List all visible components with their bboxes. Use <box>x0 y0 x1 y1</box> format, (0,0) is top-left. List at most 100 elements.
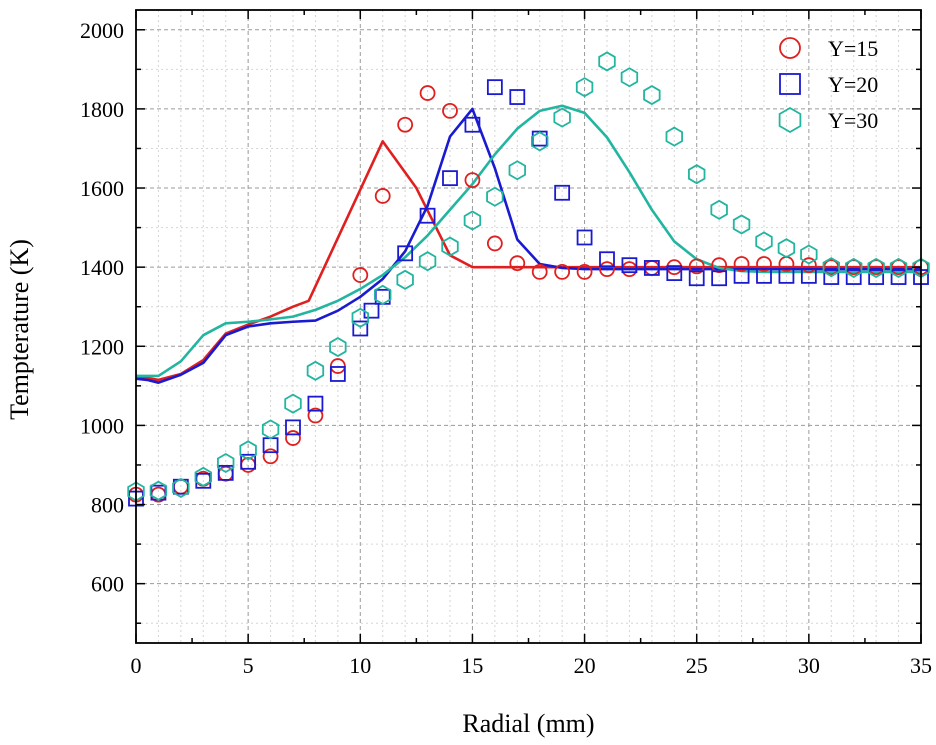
data-point-2 <box>868 269 885 285</box>
data-point-2 <box>845 269 862 285</box>
y-tick-label: 1600 <box>80 176 124 201</box>
data-point-2 <box>509 89 526 105</box>
data-point-1 <box>509 255 526 272</box>
y-tick-label: 800 <box>91 493 124 518</box>
data-point-3 <box>710 199 728 220</box>
y-tick-label: 1800 <box>80 97 124 122</box>
data-point-3 <box>598 51 616 72</box>
legend-label-2: Y=20 <box>828 72 878 97</box>
data-point-2 <box>285 419 301 436</box>
data-point-1 <box>688 258 705 275</box>
data-point-2 <box>442 170 458 187</box>
data-point-2 <box>823 269 840 285</box>
data-point-2 <box>599 251 615 268</box>
x-tick-label: 35 <box>910 653 932 678</box>
data-point-1 <box>711 257 728 274</box>
data-point-2 <box>778 267 795 284</box>
legend-label-1: Y=15 <box>828 36 878 61</box>
data-point-3 <box>845 257 863 278</box>
data-point-2 <box>486 79 503 96</box>
y-tick-label: 600 <box>91 572 124 597</box>
data-point-3 <box>463 210 482 231</box>
data-point-2 <box>890 269 907 285</box>
data-point-3 <box>620 67 639 88</box>
data-point-3 <box>575 77 594 98</box>
data-point-3 <box>261 419 280 440</box>
minor-grid <box>136 10 921 643</box>
data-point-1 <box>599 261 615 278</box>
data-point-3 <box>351 307 369 328</box>
data-point-3 <box>374 284 392 305</box>
data-point-2 <box>240 453 257 470</box>
data-point-1 <box>554 264 571 280</box>
data-point-3 <box>553 107 571 128</box>
y-tick-labels: 600 800 1000 1200 1400 1600 1800 2000 <box>80 18 124 597</box>
data-point-2 <box>531 130 548 147</box>
data-point-1 <box>307 407 324 424</box>
series-markers <box>127 51 930 507</box>
data-point-2 <box>419 207 436 224</box>
data-point-3 <box>306 360 325 381</box>
legend-label-3: Y=30 <box>828 108 878 133</box>
data-point-3 <box>194 466 212 487</box>
data-point-1 <box>374 188 391 204</box>
legend: Y=15 Y=20 Y=30 <box>778 36 878 134</box>
data-point-1 <box>262 448 279 465</box>
data-point-2 <box>688 270 705 287</box>
data-point-2 <box>621 257 638 274</box>
data-point-3 <box>665 126 683 147</box>
data-point-2 <box>363 302 380 319</box>
x-tick-label: 20 <box>574 653 596 678</box>
data-point-3 <box>284 393 302 414</box>
data-point-2 <box>554 184 571 201</box>
data-point-3 <box>889 257 908 278</box>
data-point-2 <box>352 320 369 337</box>
data-point-3 <box>531 131 549 152</box>
data-point-2 <box>329 366 346 382</box>
data-point-3 <box>822 257 840 278</box>
data-point-1 <box>733 256 750 272</box>
data-point-3 <box>867 257 885 278</box>
x-tick-label: 30 <box>798 653 820 678</box>
data-point-1 <box>419 85 436 101</box>
data-point-3 <box>172 477 190 498</box>
data-point-3 <box>800 244 818 265</box>
y-tick-label: 1400 <box>80 255 124 280</box>
series-line-2 <box>135 107 921 384</box>
data-point-2 <box>711 270 728 287</box>
data-point-3 <box>329 337 347 358</box>
data-point-2 <box>307 395 324 412</box>
series-lines <box>135 104 921 384</box>
x-tick-label: 15 <box>461 653 483 678</box>
y-tick-label: 1000 <box>80 413 124 438</box>
data-point-3 <box>508 160 526 181</box>
x-tick-label: 10 <box>349 653 371 678</box>
x-tick-label: 25 <box>686 653 708 678</box>
axis-ticks <box>135 10 922 643</box>
data-point-2 <box>217 464 234 481</box>
data-point-3 <box>777 238 796 259</box>
data-point-2 <box>756 267 772 284</box>
data-point-3 <box>149 480 168 501</box>
data-point-2 <box>800 267 817 284</box>
y-axis-title: Tempterature (K) <box>5 239 34 420</box>
data-point-1 <box>442 102 458 119</box>
data-point-1 <box>464 172 481 189</box>
data-point-3 <box>732 214 751 235</box>
data-point-2 <box>464 116 481 133</box>
series-line-3 <box>136 104 921 378</box>
x-tick-labels: 0 5 10 15 20 25 30 35 <box>131 653 933 678</box>
data-point-3 <box>755 231 773 252</box>
data-point-1 <box>486 235 503 252</box>
data-point-2 <box>397 245 414 262</box>
x-tick-label: 5 <box>243 653 254 678</box>
legend-marker-2 <box>779 73 801 95</box>
y-tick-label: 2000 <box>80 18 124 43</box>
data-point-3 <box>396 269 414 290</box>
data-point-1 <box>756 256 772 272</box>
data-point-1 <box>800 257 817 274</box>
data-point-2 <box>733 267 750 284</box>
data-point-3 <box>688 164 706 185</box>
data-point-3 <box>643 85 661 106</box>
